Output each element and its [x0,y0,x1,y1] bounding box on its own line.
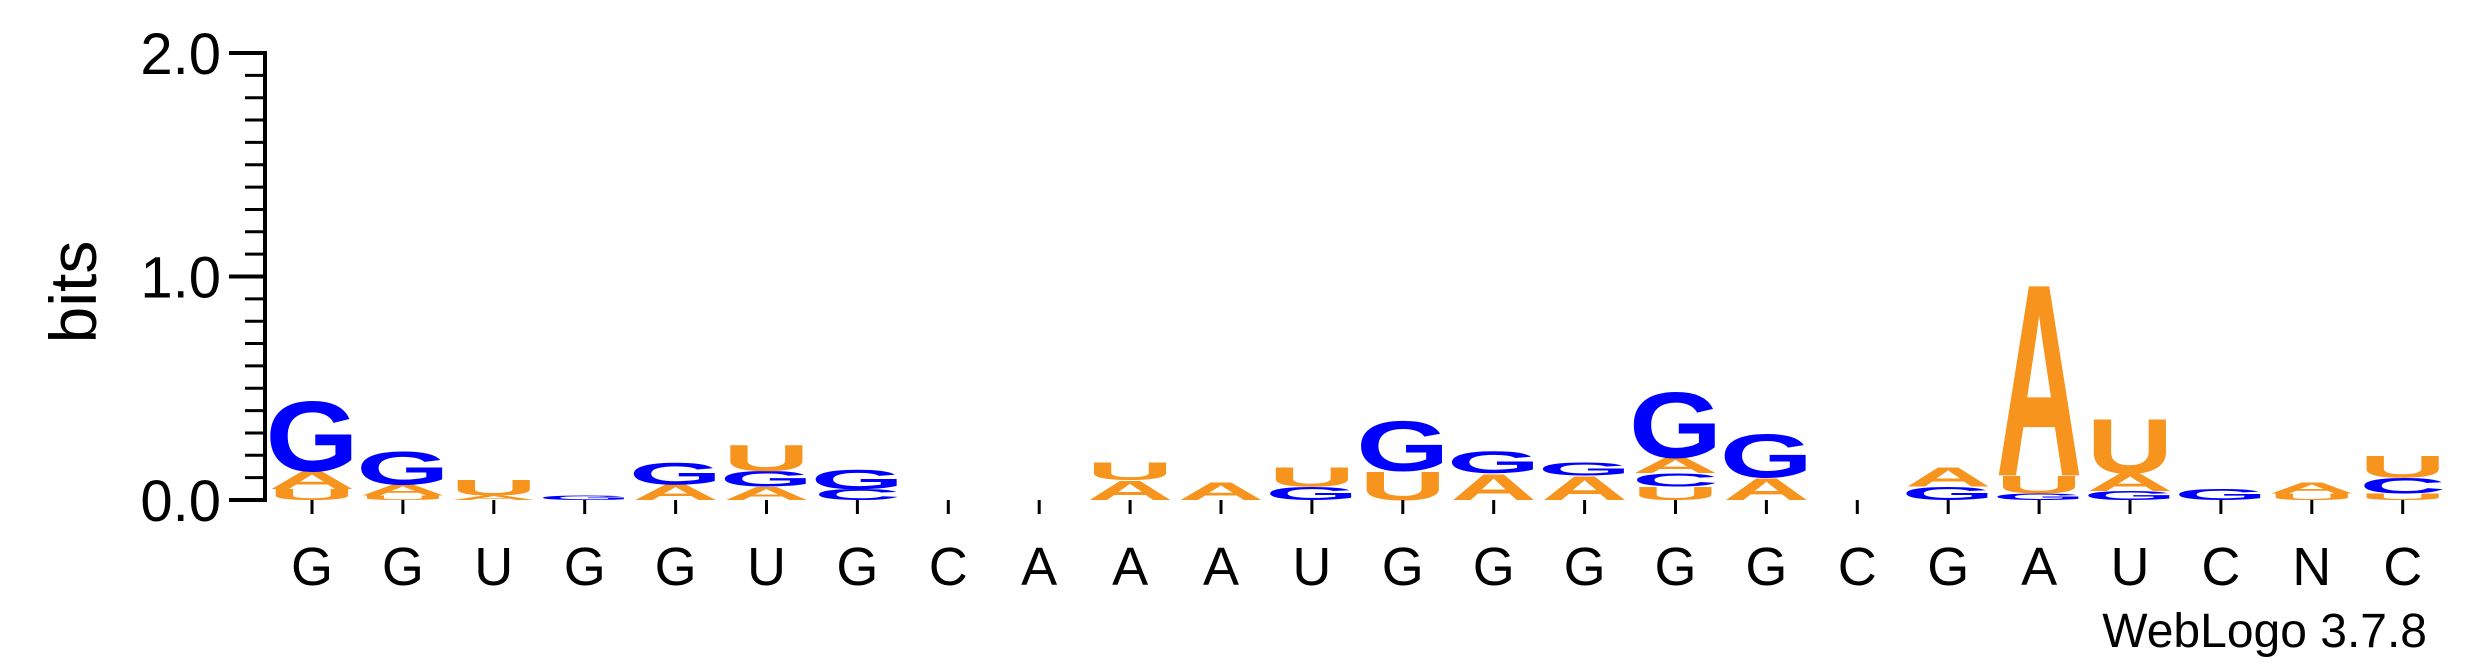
logo-letter-A: A [269,467,356,495]
x-tick-label: G [655,537,697,597]
axes: 0.0 1.0 2.0 [140,22,267,534]
logo-letter-U: U [1087,458,1174,486]
logo-letter-C: C [814,486,901,503]
logo-letter-A: A [1905,461,1992,492]
logo-letter-G: G [2174,486,2267,503]
x-tick-label: G [1654,537,1696,597]
logo-letter-G: G [356,443,449,495]
logo-letter-A: A [2087,469,2174,497]
logo-letter-G: G [1902,483,1995,504]
logo-letter-G: G [1447,445,1540,480]
logo-letter-U: U [2359,492,2446,502]
logo-letter-U: U [2359,450,2446,485]
logo-letter-A: A [450,494,537,501]
x-tick-label: G [1927,537,1969,597]
logo-letter-U: U [2087,403,2174,490]
logo-letter-G: G [629,456,722,491]
logo-letter-U: U [269,486,356,503]
logo-letter-G: G [1992,492,2085,502]
x-tick-label: C [2201,537,2240,597]
logo-letter-C: C [2359,474,2446,498]
x-tick-label: A [1021,537,1057,597]
x-tick-label: U [1292,537,1331,597]
x-tick-label: G [382,537,424,597]
logo-letter-G: G [1356,406,1449,487]
x-tick-label: U [2111,537,2150,597]
x-tick-label: U [747,537,786,597]
x-tick-label: G [1382,537,1424,597]
logo-letter-A: A [1996,227,2083,534]
logo-letter-U: U [2268,492,2355,502]
logo-letter-U: U [450,476,537,500]
logo-letter-G: G [538,494,631,501]
logo-letter-U: U [1996,471,2083,499]
logo-letter-U: U [1632,483,1719,504]
logo-letter-A: A [360,482,447,499]
logo-letter-C: C [1632,470,1719,491]
x-tick-label: C [929,537,968,597]
logo-letter-G: G [1720,422,1813,492]
x-tick-label: A [1112,537,1148,597]
x-tick-label: C [1838,537,1877,597]
logo-letter-G: G [811,464,904,495]
logo-letter-U: U [1269,461,1356,492]
x-tick-label: G [1473,537,1515,597]
x-tick-label: G [291,537,333,597]
x-tick-label: C [2383,537,2422,597]
logo-letter-G: G [265,381,358,492]
y-tick-label: 1.0 [140,246,221,311]
logo-letter-G: G [1265,483,1358,504]
y-tick-label: 0.0 [140,469,221,534]
x-tick-label: A [2021,537,2057,597]
x-tick-label: G [564,537,606,597]
x-tick-label: A [1203,537,1239,597]
logo-letter-A: A [723,483,810,504]
logo-letter-G: G [720,467,813,491]
logo-letter-A: A [1632,454,1719,478]
logo-letter-U: U [723,437,810,479]
logo-letter-G: G [2083,489,2176,503]
y-axis-label: bits [36,241,110,344]
x-tick-label: U [474,537,513,597]
logo-letter-G: G [1629,373,1722,477]
logo-letter-A: A [2268,479,2355,496]
x-tick-label: G [1564,537,1606,597]
x-tick-label: N [2292,537,2331,597]
x-tick-label: G [836,537,878,597]
logo-letter-G: G [1538,459,1631,480]
logo-letter-U: U [360,494,447,501]
y-tick-label: 2.0 [140,22,221,87]
weblogo-credit: WebLogo 3.7.8 [2102,605,2427,658]
x-tick-label: G [1745,537,1787,597]
